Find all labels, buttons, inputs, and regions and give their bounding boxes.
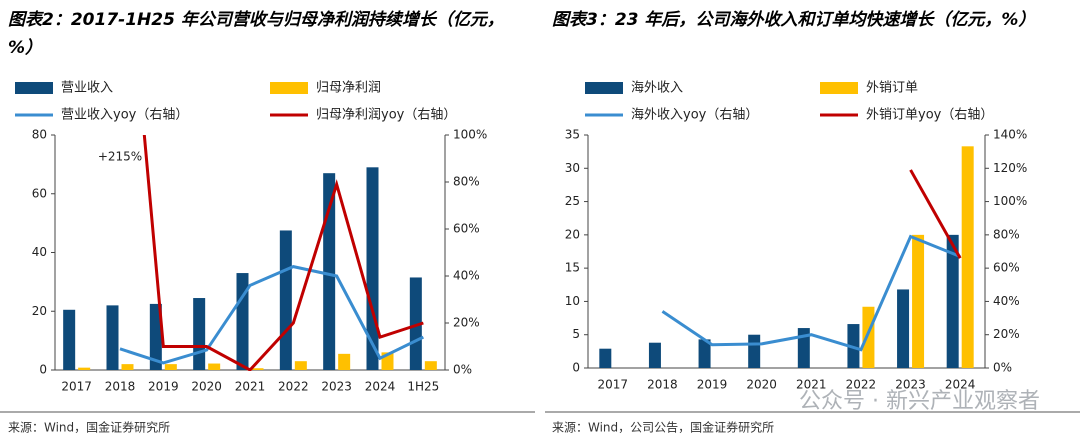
y2-tick-label: 20%: [993, 327, 1020, 341]
x-tick-label: 2020: [191, 380, 222, 394]
x-tick-label: 2018: [647, 378, 678, 392]
bar: [208, 363, 221, 370]
bar: [409, 277, 422, 370]
legend-label: 海外收入yoy（右轴）: [631, 108, 758, 123]
y-tick-label: 0: [572, 361, 580, 375]
x-tick-label: 2021: [235, 380, 266, 394]
y2-tick-label: 60%: [453, 222, 480, 236]
watermark: 公众号 · 新兴产业观察者: [799, 389, 1040, 414]
y-tick-label: 0: [39, 363, 47, 377]
bar: [748, 334, 761, 368]
bar: [236, 273, 249, 370]
y2-tick-label: 40%: [993, 294, 1020, 308]
y2-tick-label: 100%: [993, 194, 1027, 208]
y-tick-label: 15: [565, 261, 580, 275]
x-tick-label: 2023: [321, 380, 352, 394]
bar: [424, 361, 437, 370]
y2-tick-label: 80%: [453, 175, 480, 189]
x-tick-label: 2022: [278, 380, 309, 394]
x-tick-label: 2022: [846, 378, 877, 392]
bar: [279, 230, 292, 370]
bar: [294, 361, 307, 370]
bar: [106, 305, 119, 370]
y-tick-label: 10: [565, 294, 580, 308]
bar: [648, 342, 661, 368]
bar: [251, 368, 264, 370]
legend-swatch: [270, 82, 308, 94]
y2-tick-label: 60%: [993, 261, 1020, 275]
legend-label: 营业收入yoy（右轴）: [61, 108, 188, 123]
chart-title: 图表3：23 年后，公司海外收入和订单均快速增长（亿元，%）: [552, 10, 1036, 30]
y2-tick-label: 140%: [993, 128, 1027, 142]
legend-label: 外销订单: [866, 81, 918, 96]
y-tick-label: 35: [565, 128, 580, 142]
bar: [862, 306, 875, 368]
y-tick-label: 5: [572, 327, 580, 341]
y2-tick-label: 0%: [453, 363, 472, 377]
y2-tick-label: 80%: [993, 227, 1020, 241]
y-tick-label: 25: [565, 194, 580, 208]
y2-tick-label: 0%: [993, 361, 1012, 375]
line-layer: [661, 169, 962, 352]
bar: [338, 353, 351, 370]
y2-tick-label: 20%: [453, 316, 480, 330]
x-tick-label: 2020: [746, 378, 777, 392]
line-layer: [119, 135, 424, 371]
bar: [63, 309, 76, 370]
legend-label: 归母净利润: [316, 81, 381, 96]
x-tick-label: 2024: [365, 380, 396, 394]
bar: [149, 303, 162, 370]
legend-label: 外销订单yoy（右轴）: [866, 108, 993, 123]
line: [142, 135, 424, 371]
legend-swatch: [15, 82, 53, 94]
bar: [961, 146, 974, 368]
y2-tick-label: 120%: [993, 161, 1027, 175]
bar: [912, 234, 925, 368]
x-tick-label: 2024: [945, 378, 976, 392]
legend-label: 归母净利润yoy（右轴）: [316, 108, 456, 123]
x-tick-label: 1H25: [407, 380, 439, 394]
y2-tick-label: 100%: [453, 128, 487, 142]
bar: [366, 167, 379, 370]
legend-swatch: [820, 82, 858, 94]
bar: [599, 348, 612, 368]
line: [909, 169, 962, 259]
bar: [946, 234, 959, 368]
x-tick-label: 2023: [895, 378, 926, 392]
x-tick-label: 2019: [148, 380, 179, 394]
bar: [164, 364, 177, 370]
bar: [698, 339, 711, 368]
bar: [193, 298, 206, 370]
line: [119, 265, 424, 365]
y-tick-label: 20: [32, 304, 47, 318]
x-tick-label: 2017: [61, 380, 92, 394]
y-tick-label: 60: [32, 186, 47, 200]
legend-label: 海外收入: [631, 81, 683, 96]
y2-tick-label: 40%: [453, 269, 480, 283]
y-tick-label: 40: [32, 245, 47, 259]
line: [661, 234, 961, 352]
source: 来源：Wind，公司公告，国金证券研究所: [552, 420, 774, 435]
y-tick-label: 30: [565, 161, 580, 175]
bar: [323, 173, 336, 370]
legend-swatch: [585, 82, 623, 94]
x-tick-label: 2018: [105, 380, 136, 394]
y-tick-label: 20: [565, 227, 580, 241]
x-tick-label: 2017: [598, 378, 629, 392]
bar: [897, 289, 910, 368]
source: 来源：Wind，国金证券研究所: [8, 420, 170, 435]
annotation: +215%: [98, 150, 142, 164]
x-tick-label: 2021: [796, 378, 827, 392]
y-tick-label: 80: [32, 128, 47, 142]
bar: [78, 367, 91, 370]
x-tick-label: 2019: [697, 378, 728, 392]
chart-title: 图表2：2017-1H25 年公司营收与归母净利润持续增长（亿元，%）: [8, 10, 504, 58]
legend-label: 营业收入: [61, 81, 113, 96]
bar: [121, 364, 134, 370]
